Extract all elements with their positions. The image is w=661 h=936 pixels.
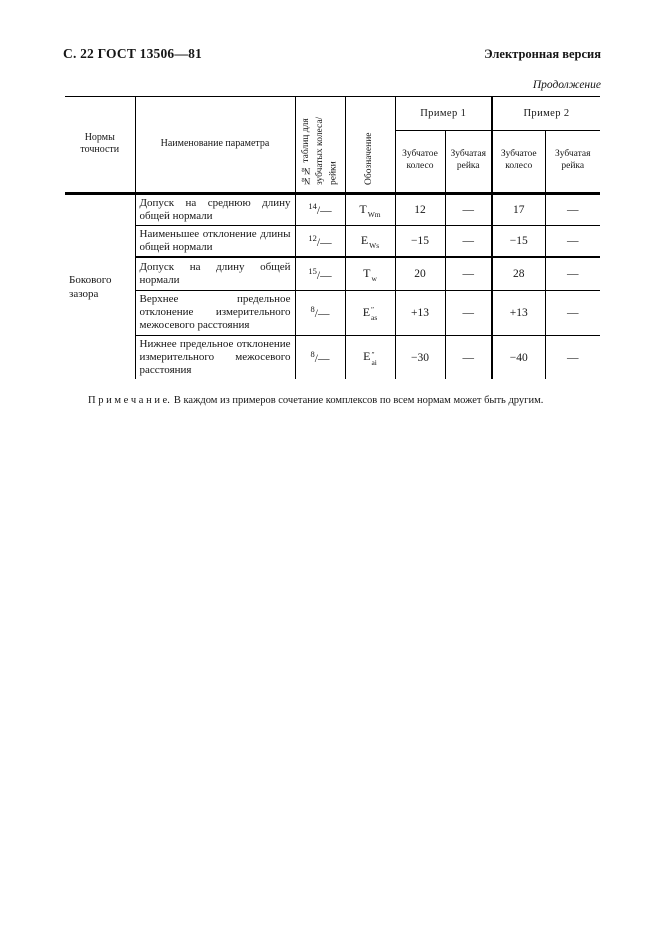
col-header-ex1-gear-wheel: Зубчатое колесо [394,129,446,195]
col-header-table-numbers: №№ таблиц для зубчатых колеса/рейки [294,96,346,195]
ex2-rack-value: — [544,256,600,291]
designation-cell: T Wm [344,192,396,226]
ex2-wheel-value: +13 [491,289,546,336]
table-number-cell: 15/— [294,256,346,291]
ex1-wheel-value: −15 [394,224,446,258]
designation-rotated-text: Обозначение [364,132,375,186]
table-number-cell: 14/— [294,192,346,226]
ex2-wheel-value: −15 [491,224,546,258]
ex1-rack-value: — [444,224,493,258]
row-group-label: Бокового зазора [65,192,136,380]
ex2-wheel-value: 17 [491,192,546,226]
note-label: П р и м е ч а н и е. [88,394,170,406]
table-number-cell: 12/— [294,224,346,258]
ex1-wheel-value: −30 [394,334,446,380]
note-paragraph: П р и м е ч а н и е. В каждом из примеров… [88,395,543,406]
table-row: Верхнее предельное отклонение измеритель… [65,289,600,336]
ex2-wheel-value: 28 [491,256,546,291]
parameter-cell: Допуск на длину общей нормали [134,256,296,291]
ex1-wheel-value: 12 [394,192,446,226]
ex1-wheel-value: +13 [394,289,446,336]
page-header: С. 22 ГОСТ 13506—81 Электронная версия [63,46,601,62]
table-row: Нижнее предельное отклонение измерительн… [65,334,600,380]
ex1-rack-value: — [444,256,493,291]
accuracy-parameters-table: Нормы точности Наименование параметра №№… [65,96,600,380]
parameter-cell: Допуск на среднюю длину общей нормали [134,192,296,226]
page-number-gost-title: С. 22 ГОСТ 13506—81 [63,46,202,61]
ex2-rack-value: — [544,334,600,380]
ex2-rack-value: — [544,224,600,258]
col-header-ex2-gear-wheel: Зубчатое колесо [491,129,546,195]
col-header-example1: Пример 1 [394,96,493,131]
col-header-designation: Обозначение [344,96,396,195]
ex2-rack-value: — [544,192,600,226]
table-numbers-rotated-text: №№ таблиц для зубчатых колеса/рейки [300,116,339,185]
col-header-ex1-gear-rack: Зубчатая рейка [444,129,493,195]
designation-cell: E Ws [344,224,396,258]
table-number-cell: 8/— [294,289,346,336]
note-text: В каждом из примеров сочетание комплексо… [173,394,544,406]
ex1-wheel-value: 20 [394,256,446,291]
ex1-rack-value: — [444,289,493,336]
parameter-cell: Нижнее предельное отклонение измерительн… [134,334,296,380]
parameter-cell: Наименьшее отклонение длины общей нормал… [134,224,296,258]
designation-cell: E ″ as [344,289,396,336]
col-header-example2: Пример 2 [491,96,600,131]
table-row: Наименьшее отклонение длины общей нормал… [65,224,600,258]
col-header-parameter: Наименование параметра [134,96,296,195]
designation-cell: E ″ ai [344,334,396,380]
continuation-label: Продолжение [532,79,601,91]
ex1-rack-value: — [444,192,493,226]
ex2-wheel-value: −40 [491,334,546,380]
table-number-cell: 8/— [294,334,346,380]
ex2-rack-value: — [544,289,600,336]
col-header-ex2-gear-rack: Зубчатая рейка [544,129,600,195]
table-row: Бокового зазора Допуск на среднюю длину … [65,192,600,380]
ex1-rack-value: — [444,334,493,380]
electronic-version-label: Электронная версия [484,47,601,61]
col-header-norms: Нормы точности [65,96,136,195]
parameter-cell: Верхнее предельное отклонение измеритель… [134,289,296,336]
